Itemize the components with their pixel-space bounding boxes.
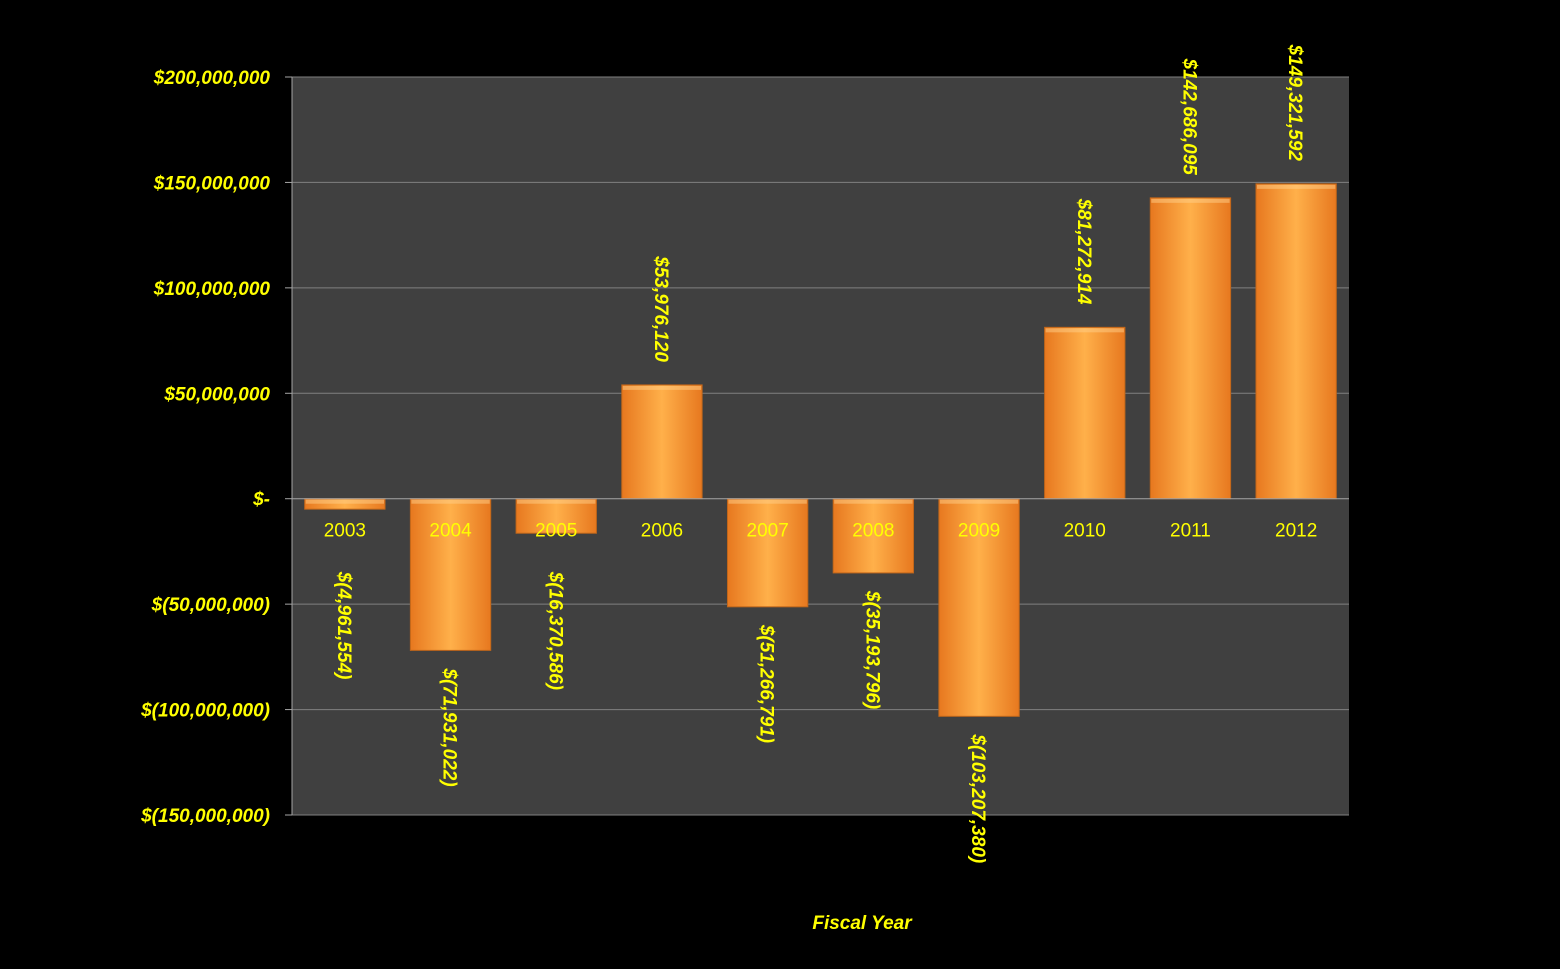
x-tick-label: 2009	[958, 521, 1000, 542]
bar-highlight	[305, 499, 385, 504]
data-label-2008: $(35,193,796)	[861, 590, 882, 709]
bar-highlight	[1256, 184, 1336, 189]
x-tick-label: 2008	[852, 521, 894, 542]
bar-2011	[1149, 197, 1232, 500]
bar-2009	[938, 498, 1020, 717]
bar-highlight	[622, 385, 702, 390]
x-tick-label: 2003	[324, 521, 366, 542]
data-label-2003: $(4,961,554)	[333, 571, 354, 680]
y-tick-label: $-	[252, 490, 270, 511]
bar-highlight	[834, 499, 913, 504]
x-tick-label: 2005	[535, 521, 577, 542]
data-label-2010: $81,272,914	[1073, 198, 1094, 305]
bar-2010	[1044, 326, 1126, 500]
y-tick-label: $(100,000,000)	[140, 701, 270, 722]
x-tick-label: 2011	[1170, 521, 1211, 542]
bar-highlight	[517, 499, 596, 504]
y-tick-label: $(50,000,000)	[151, 595, 270, 616]
x-axis-title: Fiscal Year	[812, 913, 913, 934]
x-tick-label: 2006	[641, 521, 683, 542]
data-label-2012: $149,321,592	[1284, 44, 1305, 162]
data-label-2004: $(71,931,022)	[439, 667, 460, 786]
data-label-2011: $142,686,095	[1178, 58, 1199, 176]
bar-highlight	[1151, 198, 1230, 203]
x-tick-label: 2007	[747, 521, 789, 542]
data-label-2009: $(103,207,380)	[967, 733, 988, 863]
data-label-2005: $(16,370,586)	[544, 571, 565, 690]
data-label-2006: $53,976,120	[650, 255, 671, 362]
bar-highlight	[411, 499, 490, 504]
x-tick-label: 2004	[429, 521, 472, 542]
bar-highlight	[1045, 328, 1124, 333]
bar-2007	[726, 498, 809, 608]
y-tick-label: $100,000,000	[153, 279, 271, 300]
data-label-2007: $(51,266,791)	[756, 624, 777, 743]
bar-2005	[515, 498, 597, 534]
bar-2004	[409, 498, 492, 651]
x-tick-label: 2012	[1275, 521, 1317, 542]
x-tick-label: 2010	[1064, 521, 1106, 542]
bar-highlight	[728, 499, 807, 504]
bar-highlight	[939, 499, 1019, 504]
y-tick-label: $150,000,000	[153, 173, 271, 194]
bar-2008	[832, 498, 915, 574]
y-tick-label: $(150,000,000)	[140, 806, 270, 827]
bar-2006	[621, 384, 703, 500]
y-tick-label: $200,000,000	[153, 68, 271, 89]
y-tick-label: $50,000,000	[163, 384, 270, 405]
bar-2012	[1255, 183, 1337, 500]
